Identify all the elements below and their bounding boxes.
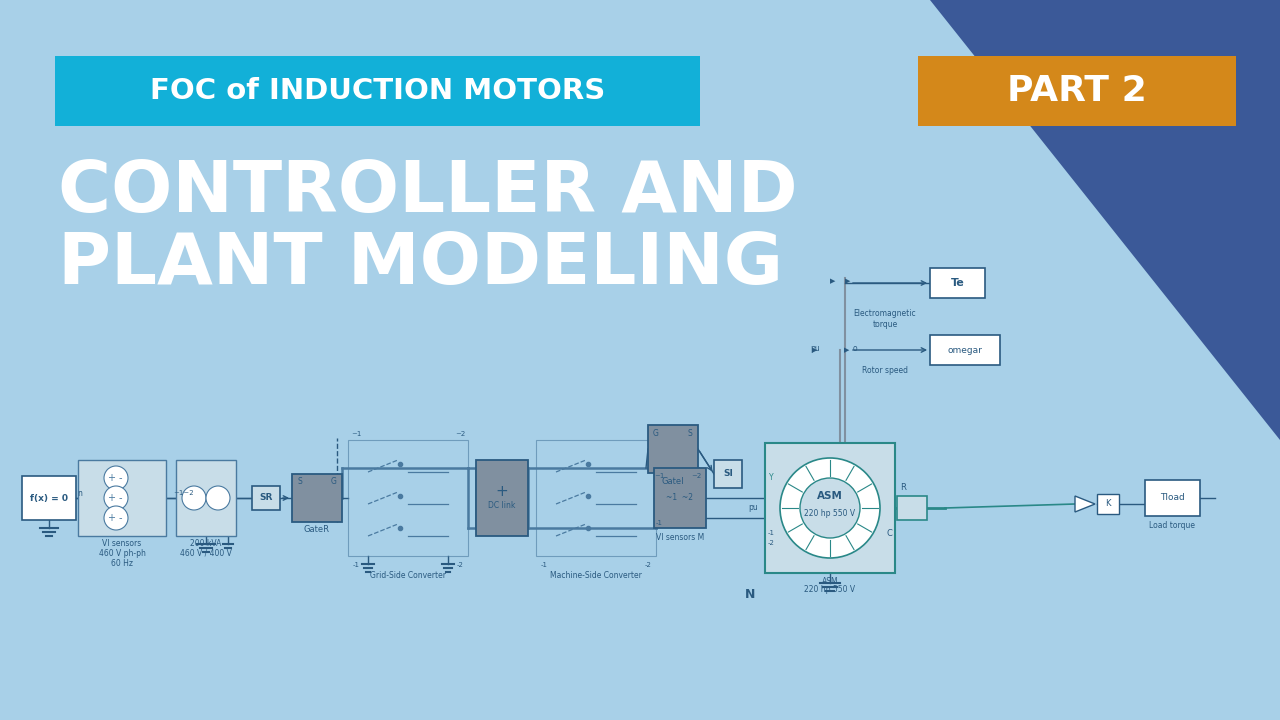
Text: S: S xyxy=(687,428,692,438)
Text: R: R xyxy=(900,484,906,492)
Circle shape xyxy=(104,506,128,530)
Text: +: + xyxy=(495,485,508,500)
Text: 460 V ph-ph: 460 V ph-ph xyxy=(99,549,146,559)
Text: ~2: ~2 xyxy=(454,431,465,437)
Text: ▶: ▶ xyxy=(845,278,851,284)
Text: n: n xyxy=(78,490,82,498)
Text: VI sensors M: VI sensors M xyxy=(655,533,704,541)
Text: Load torque: Load torque xyxy=(1149,521,1196,529)
Text: Rotor speed: Rotor speed xyxy=(861,366,908,374)
Text: DC link: DC link xyxy=(488,502,516,510)
Circle shape xyxy=(206,486,230,510)
Text: Tload: Tload xyxy=(1160,493,1185,503)
Circle shape xyxy=(104,486,128,510)
Text: f(x) = 0: f(x) = 0 xyxy=(29,493,68,503)
Text: K: K xyxy=(1105,500,1111,508)
Bar xyxy=(714,460,742,488)
Text: -1: -1 xyxy=(655,520,663,526)
Bar xyxy=(931,335,1000,365)
Text: 60 Hz: 60 Hz xyxy=(111,559,133,567)
Bar xyxy=(292,474,342,522)
Text: -1: -1 xyxy=(540,562,548,568)
Circle shape xyxy=(182,486,206,510)
Text: C: C xyxy=(886,528,892,538)
Circle shape xyxy=(780,458,881,558)
Text: PART 2: PART 2 xyxy=(1007,74,1147,108)
Text: ▶: ▶ xyxy=(813,347,818,353)
Bar xyxy=(536,440,655,556)
Bar xyxy=(476,460,529,536)
Polygon shape xyxy=(1075,496,1094,512)
Text: 220 hp 550 V: 220 hp 550 V xyxy=(804,508,855,518)
Bar xyxy=(1097,494,1119,514)
Circle shape xyxy=(104,466,128,490)
Text: GateI: GateI xyxy=(662,477,685,485)
Text: +: + xyxy=(108,493,115,503)
Text: 220 hp 550 V: 220 hp 550 V xyxy=(804,585,855,595)
Text: SI: SI xyxy=(723,469,733,479)
Bar xyxy=(22,476,76,520)
Text: +: + xyxy=(108,513,115,523)
Bar xyxy=(177,460,236,536)
Text: -1: -1 xyxy=(768,530,774,536)
Text: Grid-Side Converter: Grid-Side Converter xyxy=(370,572,445,580)
Text: GateR: GateR xyxy=(305,526,330,534)
Text: PLANT MODELING: PLANT MODELING xyxy=(58,230,783,299)
Text: -2: -2 xyxy=(768,540,774,546)
Text: ~1: ~1 xyxy=(351,431,361,437)
Bar xyxy=(348,440,468,556)
Text: ▶: ▶ xyxy=(831,278,836,284)
Text: ~1  ~2: ~1 ~2 xyxy=(667,493,694,503)
Text: -1: -1 xyxy=(352,562,360,568)
Text: Y: Y xyxy=(769,474,773,482)
Text: S: S xyxy=(298,477,302,487)
Text: Te: Te xyxy=(951,278,964,288)
Text: FOC of INDUCTION MOTORS: FOC of INDUCTION MOTORS xyxy=(150,77,605,105)
Text: G: G xyxy=(653,428,659,438)
Text: -: - xyxy=(118,513,122,523)
Bar xyxy=(55,56,700,126)
Text: omegar: omegar xyxy=(947,346,983,354)
Text: CONTROLLER AND: CONTROLLER AND xyxy=(58,158,797,227)
Text: SR: SR xyxy=(260,493,273,503)
Bar xyxy=(252,486,280,510)
Text: ASM: ASM xyxy=(817,491,844,501)
Text: 200 kVA: 200 kVA xyxy=(191,539,221,549)
Text: ~1~2: ~1~2 xyxy=(174,490,195,496)
Bar xyxy=(648,425,698,473)
Bar xyxy=(78,460,166,536)
Text: Machine-Side Converter: Machine-Side Converter xyxy=(550,572,643,580)
Text: VI sensors: VI sensors xyxy=(102,539,142,549)
Text: +: + xyxy=(108,473,115,483)
Text: ~2: ~2 xyxy=(691,473,701,479)
Text: o: o xyxy=(852,343,858,353)
Bar xyxy=(1146,480,1199,516)
Text: Electromagnetic: Electromagnetic xyxy=(854,308,916,318)
Text: G: G xyxy=(332,477,337,487)
Bar xyxy=(654,468,707,528)
Text: N: N xyxy=(745,588,755,601)
Bar xyxy=(765,443,895,573)
Bar xyxy=(897,496,927,520)
Text: ~1: ~1 xyxy=(654,473,664,479)
Text: pu: pu xyxy=(748,503,758,513)
Text: -: - xyxy=(118,493,122,503)
Bar xyxy=(931,268,986,298)
Text: ASM: ASM xyxy=(822,577,838,585)
Text: pu: pu xyxy=(810,343,820,353)
Text: -2: -2 xyxy=(645,562,652,568)
Text: ▶: ▶ xyxy=(845,347,850,353)
Circle shape xyxy=(800,478,860,538)
Text: -2: -2 xyxy=(457,562,463,568)
Text: -: - xyxy=(118,473,122,483)
Text: torque: torque xyxy=(873,320,897,328)
Text: 460 V / 400 V: 460 V / 400 V xyxy=(180,549,232,557)
Bar xyxy=(918,56,1236,126)
